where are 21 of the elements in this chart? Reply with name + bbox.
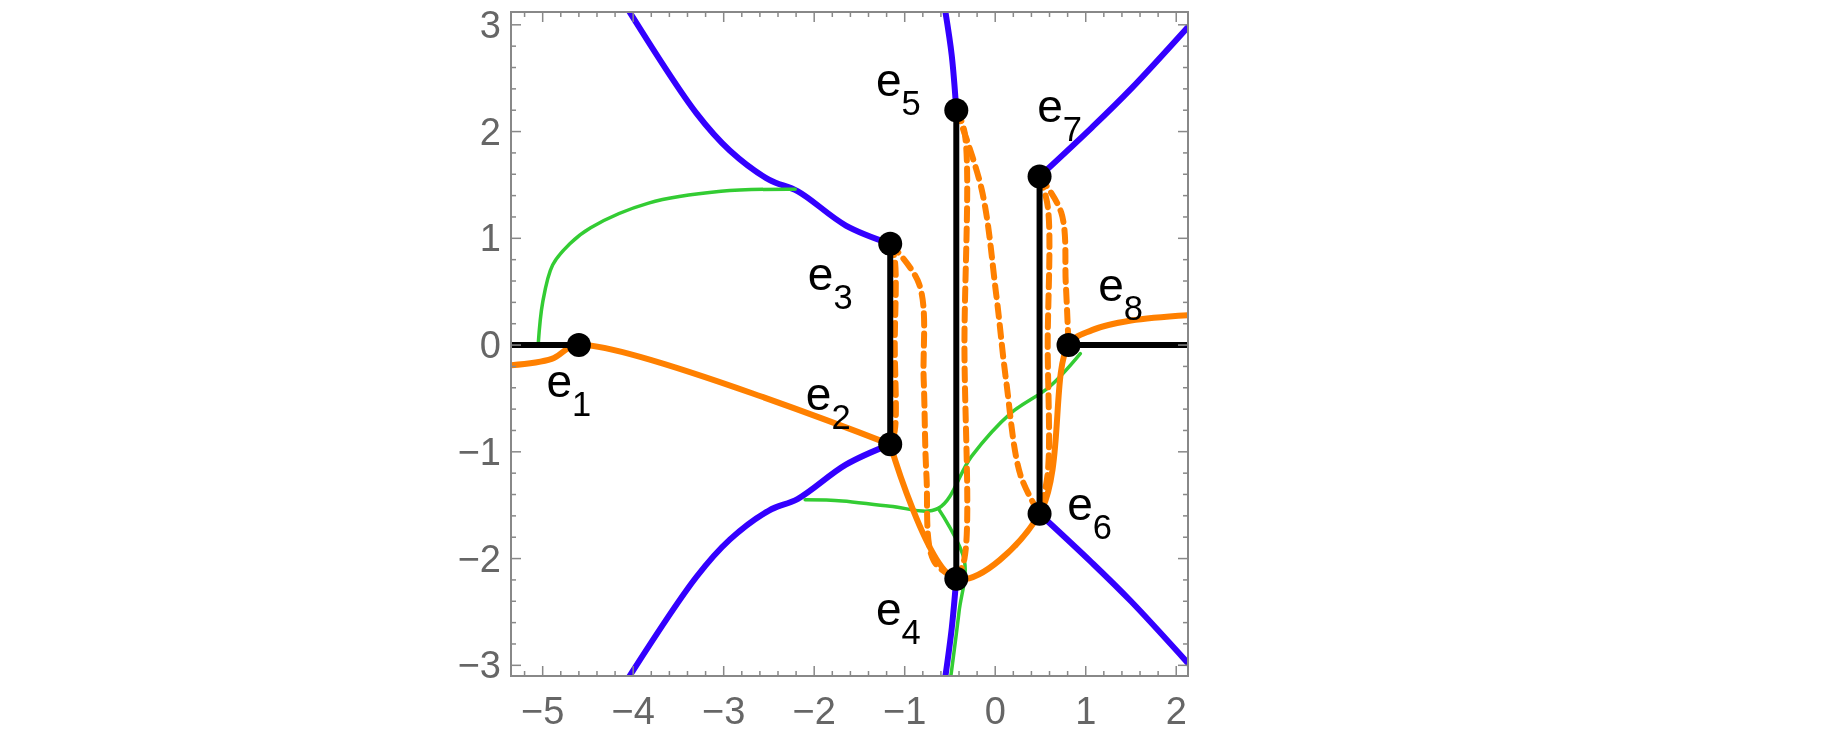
x-tick-label: 2: [1165, 690, 1187, 732]
y-tick-label: −3: [457, 644, 501, 687]
annotation: e$_{5}$: [875, 54, 921, 123]
x-tick-label: −2: [792, 690, 836, 732]
annotation: e$_{4}$: [875, 582, 921, 651]
annotation: e$_{7}$: [1037, 80, 1082, 149]
y-tick-label: −1: [457, 430, 501, 473]
y-tick-label: 3: [479, 3, 501, 46]
y-tick-label: 2: [479, 110, 501, 153]
x-tick-label: 0: [984, 690, 1006, 732]
y-tick-label: 1: [479, 217, 501, 260]
x-tick-label: −5: [521, 690, 565, 732]
x-tick-label: −1: [883, 690, 927, 732]
y-tick-label: −2: [457, 537, 501, 580]
y-tick-label: 0: [479, 324, 501, 367]
annotation: e$_{1}$: [546, 355, 592, 424]
x-tick-label: 1: [1075, 690, 1097, 732]
annotation: e$_{6}$: [1067, 477, 1112, 546]
x-tick-label: −3: [702, 690, 746, 732]
annotation: e$_{3}$: [807, 247, 853, 316]
x-tick-label: −4: [611, 690, 655, 732]
